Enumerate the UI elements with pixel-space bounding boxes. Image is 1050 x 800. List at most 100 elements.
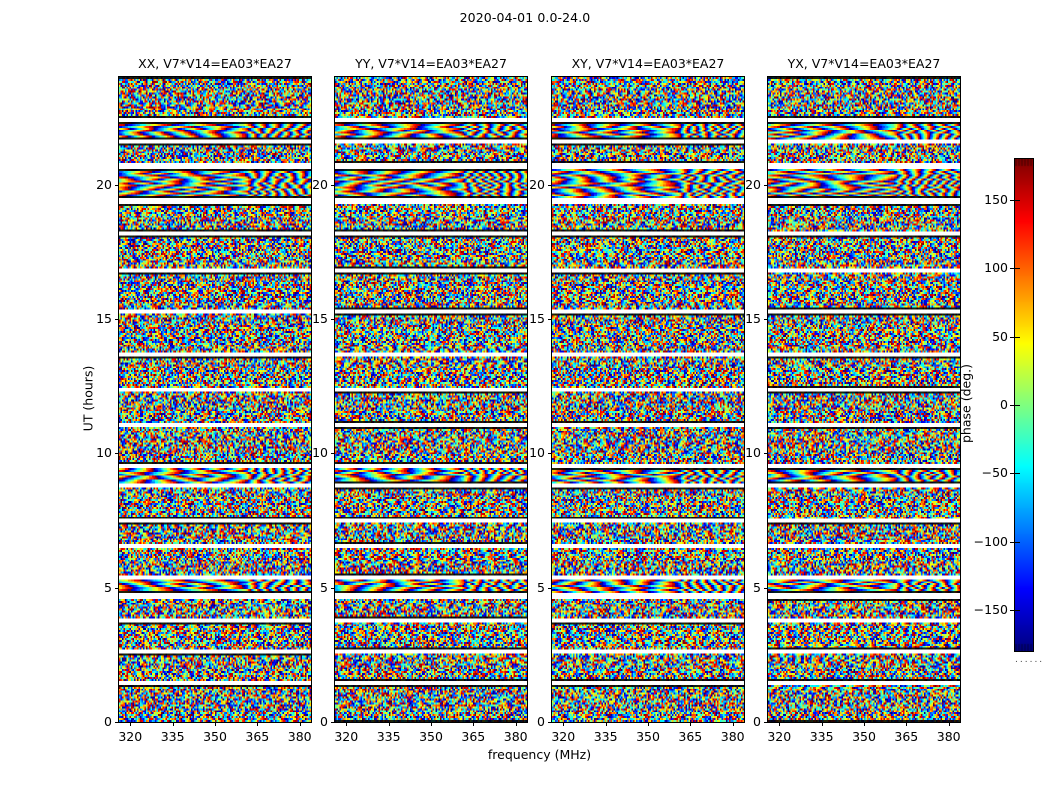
y-tick-label: 10 (745, 445, 761, 461)
x-tick-label: 365 (245, 729, 270, 744)
y-tick-mark (548, 588, 552, 589)
figure-suptitle: 2020-04-01 0.0-24.0 (459, 10, 591, 25)
x-tick-mark (648, 722, 649, 726)
x-tick-label: 350 (419, 729, 443, 744)
x-tick-mark (173, 722, 174, 726)
colorbar-tick-mark-inner (1015, 542, 1020, 543)
y-tick-label: 15 (529, 310, 545, 326)
y-tick-label: 5 (320, 579, 328, 595)
y-tick-mark (331, 319, 335, 320)
y-tick-label: 10 (312, 445, 328, 461)
colorbar-tick-mark-inner (1015, 337, 1020, 338)
panel-title-xy: XY, V7*V14=EA03*EA27 (571, 56, 725, 71)
y-tick-label: 0 (104, 714, 112, 729)
colorbar-tick-label: −150 (973, 602, 1008, 617)
colorbar-tick-label: 0 (1000, 397, 1008, 412)
colorbar-gradient (1015, 159, 1033, 651)
x-tick-mark (733, 722, 734, 726)
y-tick-mark (548, 722, 552, 723)
y-tick-mark (548, 453, 552, 454)
x-tick-label: 350 (636, 729, 660, 744)
x-tick-label: 320 (334, 729, 359, 744)
x-tick-mark (300, 722, 301, 726)
x-tick-label: 350 (203, 729, 227, 744)
y-tick-mark (331, 453, 335, 454)
y-tick-label: 5 (104, 579, 112, 595)
x-tick-mark (130, 722, 131, 726)
x-tick-label: 320 (118, 729, 143, 744)
x-tick-mark (606, 722, 607, 726)
x-tick-mark (949, 722, 950, 726)
x-tick-mark (864, 722, 865, 726)
panel-title-yy: YY, V7*V14=EA03*EA27 (355, 56, 507, 71)
y-tick-label: 20 (745, 176, 761, 192)
x-tick-mark (516, 722, 517, 726)
y-tick-mark (548, 185, 552, 186)
colorbar-tick-label: −50 (981, 465, 1008, 481)
y-tick-mark (115, 185, 119, 186)
colorbar-tick-mark-inner (1015, 610, 1020, 611)
colorbar-tick-mark-inner (1015, 405, 1020, 406)
x-tick-mark (431, 722, 432, 726)
y-tick-mark (548, 319, 552, 320)
y-tick-mark (764, 185, 768, 186)
x-tick-mark (257, 722, 258, 726)
x-tick-mark (690, 722, 691, 726)
colorbar-tick-label: −100 (973, 533, 1008, 549)
y-tick-label: 15 (312, 310, 328, 326)
y-axis-label: UT (hours) (80, 365, 96, 431)
x-tick-label: 320 (767, 729, 792, 744)
x-tick-label: 380 (287, 729, 312, 744)
y-tick-mark (764, 319, 768, 320)
y-tick-mark (331, 185, 335, 186)
y-tick-label: 20 (312, 176, 328, 192)
x-tick-label: 335 (593, 729, 618, 744)
heatmap-panel-xx[interactable] (118, 76, 312, 723)
heatmap-image-yy (335, 77, 527, 722)
colorbar (1014, 158, 1034, 652)
colorbar-tick-mark (1010, 268, 1014, 269)
x-tick-label: 380 (936, 729, 961, 744)
y-tick-mark (115, 722, 119, 723)
y-tick-mark (764, 588, 768, 589)
x-tick-label: 365 (461, 729, 486, 744)
colorbar-tick-mark (1010, 337, 1014, 338)
x-tick-label: 335 (160, 729, 185, 744)
y-tick-mark (764, 453, 768, 454)
colorbar-tick-label: 100 (984, 260, 1008, 276)
y-tick-mark (331, 722, 335, 723)
y-tick-mark (115, 453, 119, 454)
x-tick-mark (906, 722, 907, 726)
y-tick-mark (115, 588, 119, 589)
colorbar-tick-mark (1010, 405, 1014, 406)
heatmap-panel-yy[interactable] (334, 76, 528, 723)
heatmap-panel-xy[interactable] (551, 76, 745, 723)
colorbar-tick-mark (1010, 542, 1014, 543)
x-tick-label: 320 (551, 729, 576, 744)
x-tick-label: 335 (376, 729, 401, 744)
y-tick-label: 20 (96, 176, 112, 192)
y-tick-label: 5 (753, 579, 761, 595)
y-tick-label: 5 (537, 579, 545, 595)
x-tick-mark (346, 722, 347, 726)
x-tick-mark (779, 722, 780, 726)
colorbar-underflow-marker: ...... (1015, 655, 1045, 665)
y-tick-label: 15 (96, 310, 112, 326)
x-tick-mark (389, 722, 390, 726)
y-tick-label: 10 (529, 445, 545, 461)
colorbar-tick-mark (1010, 473, 1014, 474)
colorbar-tick-label: 50 (992, 328, 1008, 344)
heatmap-panel-yx[interactable] (767, 76, 961, 723)
x-tick-mark (473, 722, 474, 726)
y-tick-label: 20 (529, 176, 545, 192)
x-tick-mark (563, 722, 564, 726)
x-tick-label: 365 (894, 729, 919, 744)
heatmap-image-xx (119, 77, 311, 722)
heatmap-image-yx (768, 77, 960, 722)
colorbar-tick-mark-inner (1015, 200, 1020, 201)
x-tick-label: 335 (809, 729, 834, 744)
panel-title-yx: YX, V7*V14=EA03*EA27 (787, 56, 941, 71)
x-tick-label: 380 (503, 729, 528, 744)
x-tick-label: 380 (720, 729, 745, 744)
